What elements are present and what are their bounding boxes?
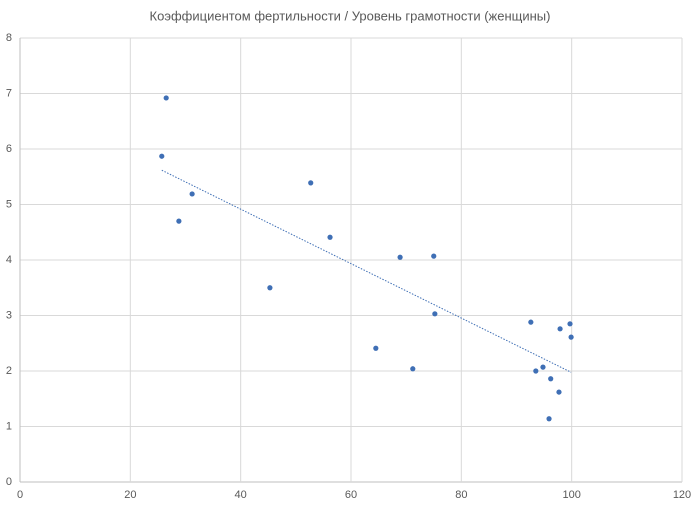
y-tick-label: 1: [6, 420, 12, 432]
point: [546, 416, 552, 422]
point: [431, 253, 437, 259]
point: [159, 153, 165, 159]
x-tick-label: 100: [562, 489, 580, 501]
x-tick-label: 120: [673, 489, 691, 501]
y-tick-label: 3: [6, 309, 12, 321]
point: [528, 319, 534, 325]
y-tick-label: 4: [6, 254, 12, 266]
x-tick-label: 0: [17, 489, 23, 501]
point: [557, 326, 563, 332]
point: [397, 254, 403, 260]
x-tick-label: 60: [345, 489, 357, 501]
point: [373, 345, 379, 351]
y-tick-label: 0: [6, 476, 12, 488]
point: [556, 389, 562, 395]
point: [548, 376, 554, 382]
point: [568, 334, 574, 340]
trendline: [161, 169, 572, 373]
point: [176, 218, 182, 224]
chart-title: Коэффициентом фертильности / Уровень гра…: [150, 8, 551, 23]
point: [533, 368, 539, 374]
point: [189, 191, 195, 197]
y-tick-label: 6: [6, 143, 12, 155]
y-tick-label: 7: [6, 87, 12, 99]
point: [432, 311, 438, 317]
x-tick-label: 80: [455, 489, 467, 501]
y-tick-label: 2: [6, 365, 12, 377]
point: [163, 95, 169, 101]
point: [308, 180, 314, 186]
y-tick-label: 8: [6, 32, 12, 44]
y-tick-label: 5: [6, 198, 12, 210]
point: [540, 364, 546, 370]
x-tick-label: 40: [235, 489, 247, 501]
x-tick-label: 20: [124, 489, 136, 501]
point: [567, 321, 573, 327]
point: [267, 285, 273, 291]
point: [410, 366, 416, 372]
point: [327, 234, 333, 240]
